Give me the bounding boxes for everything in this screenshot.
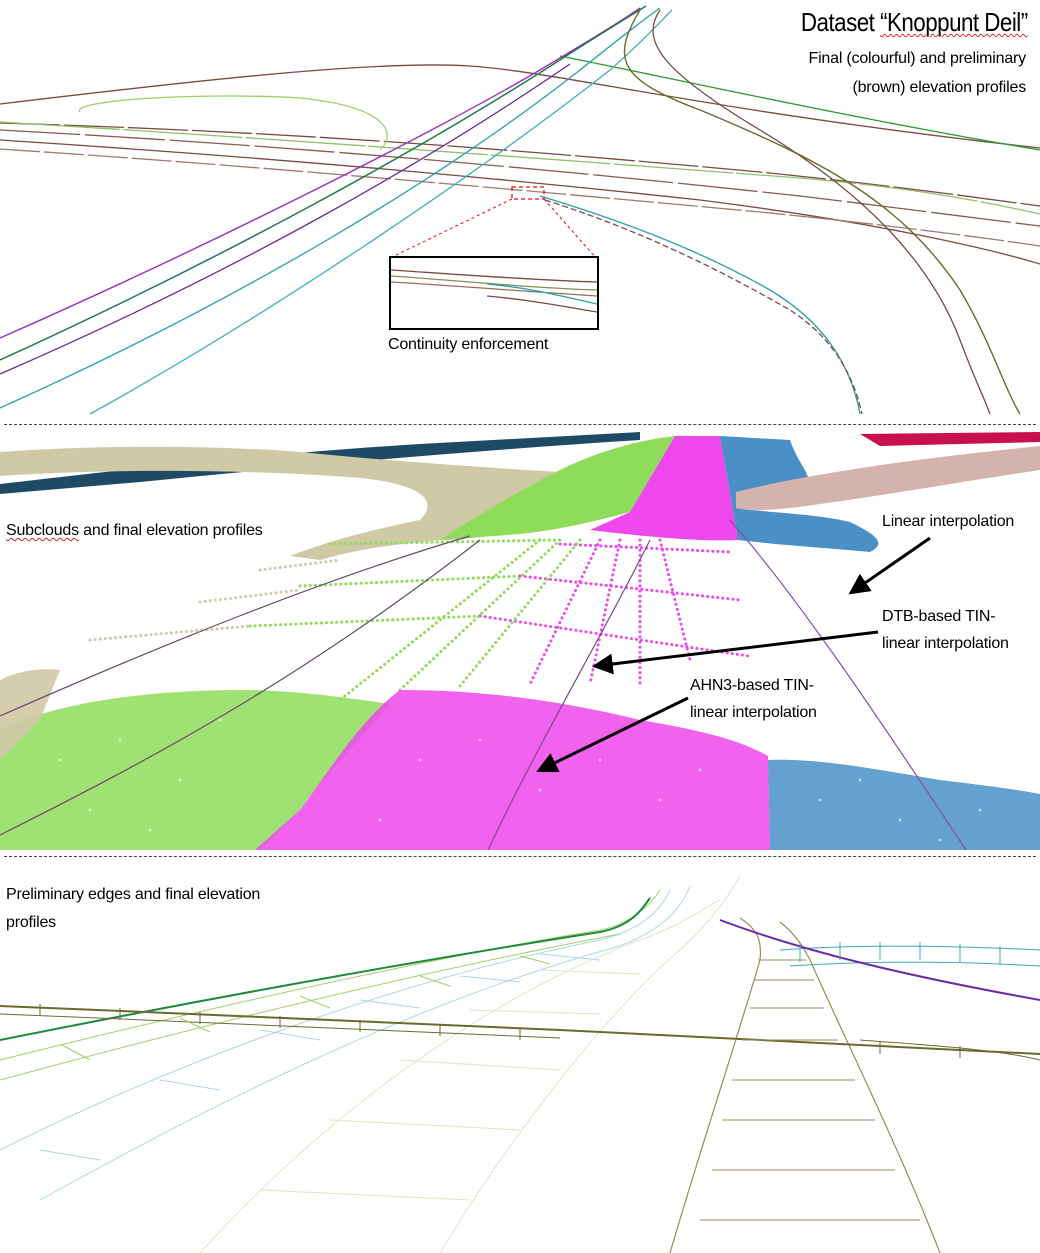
- inset-line: [391, 269, 597, 283]
- final-profile-teal: [0, 7, 661, 409]
- radial-green: [458, 538, 582, 688]
- bottom-panel-preliminary-edges: [0, 858, 1040, 1253]
- radial-green: [338, 538, 542, 702]
- subcloud-pink: [736, 446, 1040, 511]
- mesh-teal: [779, 945, 1040, 951]
- ramp-curve: [544, 199, 863, 415]
- arrow-dtb: [591, 630, 879, 675]
- arrow-ahn: [536, 696, 689, 773]
- preliminary-profile: [0, 139, 1040, 265]
- final-profile-dark-green: [0, 897, 651, 1041]
- subcloud-crimson: [860, 432, 1040, 446]
- preliminary-profile: [0, 122, 1040, 207]
- radial-green: [398, 538, 562, 692]
- mesh-lightgreen: [0, 933, 621, 1081]
- dtb-label-line-2: linear interpolation: [882, 635, 1009, 652]
- mesh-tan: [669, 917, 762, 1253]
- preliminary-section-label-line-2: profiles: [6, 914, 56, 931]
- profile-line: [0, 535, 471, 717]
- mesh-lightblue: [39, 885, 691, 1201]
- scan-line-beige: [88, 624, 252, 642]
- arrow-linear: [848, 536, 931, 595]
- top-profiles-plot: [0, 5, 1040, 415]
- subcloud-beige: [0, 446, 560, 560]
- subcloud-magenta-near: [255, 690, 770, 850]
- profile-line-linear: [729, 519, 967, 850]
- inset-line: [486, 283, 597, 305]
- subclouds-plot: [0, 432, 1040, 850]
- profile-line: [0, 539, 481, 836]
- ramp-curve: [652, 9, 991, 415]
- linear-interpolation-label: Linear interpolation: [882, 513, 1015, 530]
- ahn-label-line-2: linear interpolation: [690, 704, 817, 721]
- preliminary-section-label-line-1: Preliminary edges and final elevation: [6, 886, 261, 903]
- radial-magenta: [658, 538, 692, 662]
- scan-line-magenta: [518, 574, 742, 602]
- final-profile-purple: [719, 919, 1040, 1001]
- inset-line: [391, 275, 597, 291]
- dtb-label-line-1: DTB-based TIN-: [882, 608, 996, 625]
- subcloud-blue: [720, 436, 879, 552]
- preliminary-profile: [0, 129, 1040, 227]
- subcloud-blue-near: [768, 759, 1040, 850]
- ramp-curve: [623, 9, 1021, 415]
- final-profile-purple: [0, 63, 571, 375]
- page-title: Dataset “Knoppunt Deil”: [801, 7, 1028, 37]
- mesh-teal: [789, 961, 1040, 967]
- inset-line: [486, 295, 597, 313]
- title-name: “Knoppunt Deil”: [880, 7, 1028, 37]
- subtitle-line-2: (brown) elevation profiles: [852, 79, 1026, 96]
- mesh-lightblue: [0, 889, 671, 1151]
- inset-line: [391, 281, 597, 297]
- mesh-pale: [439, 875, 741, 1253]
- preliminary-profile: [0, 64, 1040, 149]
- scan-line-beige: [198, 588, 302, 604]
- subcloud-green-near: [0, 690, 390, 850]
- continuity-inset-plot: [391, 269, 597, 313]
- subclouds-section-label: Subclouds and final elevation profiles: [6, 522, 263, 539]
- scan-line-magenta: [558, 542, 732, 554]
- preliminary-profile: [0, 148, 1040, 247]
- subcloud-beige-near: [0, 669, 60, 760]
- panel-divider: [4, 856, 1036, 857]
- preliminary-olive: [0, 1005, 1040, 1055]
- preliminary-edges-plot: [0, 875, 1040, 1253]
- radial-magenta: [528, 538, 602, 686]
- profile-line: [487, 539, 651, 850]
- loop-ramp: [79, 95, 388, 151]
- continuity-label: Continuity enforcement: [388, 336, 549, 353]
- subcloud-magenta: [590, 436, 738, 541]
- continuity-marker: [511, 186, 545, 200]
- mesh-lightgreen: [0, 889, 661, 1061]
- final-profile-teal: [89, 9, 673, 415]
- top-panel-elevation-profiles: Dataset “Knoppunt Deil”: [0, 0, 1040, 418]
- middle-panel-subclouds: [0, 428, 1040, 850]
- subcloud-green: [440, 436, 675, 540]
- panel-divider: [4, 424, 1036, 425]
- subtitle-line-1: Final (colourful) and preliminary: [808, 50, 1027, 67]
- final-profile-dark-green: [0, 5, 647, 361]
- scan-line-beige: [258, 558, 342, 572]
- preliminary-olive: [0, 1013, 561, 1039]
- final-profile-green: [0, 121, 1040, 215]
- scan-line-magenta: [478, 614, 750, 658]
- continuity-inset: [389, 256, 599, 330]
- ahn-label-line-1: AHN3-based TIN-: [690, 677, 814, 694]
- mesh-tan: [779, 921, 941, 1253]
- final-profile-green: [559, 55, 1040, 151]
- preliminary-olive: [859, 1039, 1040, 1061]
- mesh-pale: [199, 899, 721, 1253]
- scan-line-green: [298, 574, 522, 588]
